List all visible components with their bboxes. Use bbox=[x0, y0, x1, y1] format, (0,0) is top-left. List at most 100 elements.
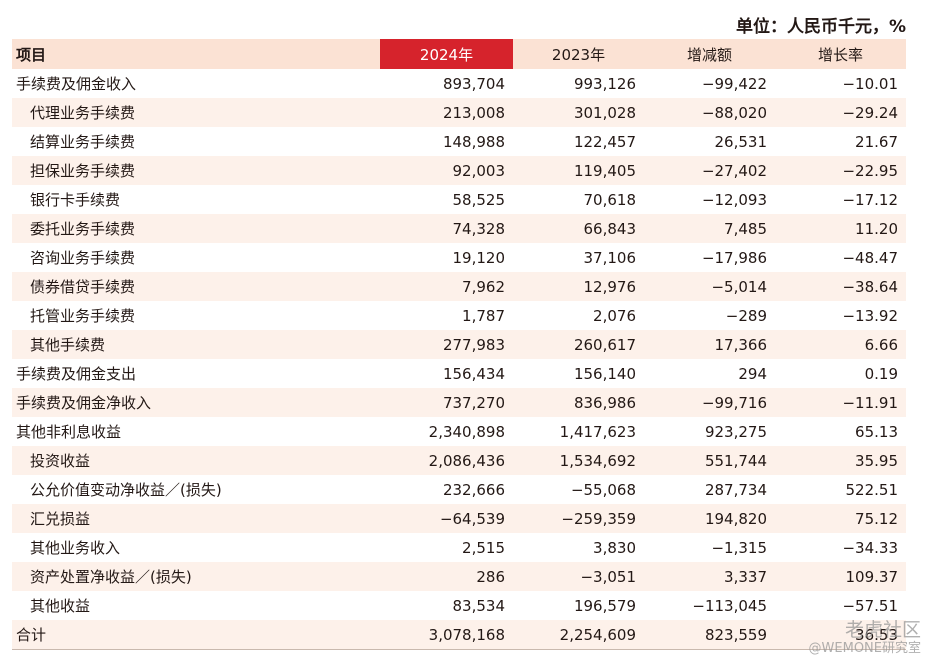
row-label: 其他收益 bbox=[30, 597, 91, 615]
value-2023: 993,126 bbox=[573, 74, 636, 93]
value-change: −99,422 bbox=[701, 74, 767, 93]
value-2024: 213,008 bbox=[380, 98, 513, 127]
table-row: 资产处置净收益／(损失) 286 −3,051 3,337 109.37 bbox=[12, 562, 906, 591]
value-2024: 58,525 bbox=[452, 190, 506, 209]
value-growth-rate: 65.13 bbox=[855, 422, 898, 441]
value-2023: 2,254,609 bbox=[513, 620, 644, 650]
value-change: 26,531 bbox=[714, 132, 768, 151]
value-2024: 277,983 bbox=[380, 330, 513, 359]
value-2023: −259,359 bbox=[513, 504, 644, 533]
table-row: 担保业务手续费 92,003 119,405 −27,402 −22.95 bbox=[12, 156, 906, 185]
watermark-logo-text: 老虎社区 bbox=[844, 618, 921, 641]
value-growth-rate: 35.95 bbox=[775, 446, 906, 475]
row-label: 其他业务收入 bbox=[30, 539, 121, 557]
row-label: 汇兑损益 bbox=[12, 504, 380, 533]
row-label: 投资收益 bbox=[12, 446, 380, 475]
value-2023: −55,068 bbox=[570, 480, 636, 499]
value-change: 17,366 bbox=[644, 330, 775, 359]
header-2024: 2024年 bbox=[380, 39, 513, 69]
value-change: 823,559 bbox=[644, 620, 775, 650]
value-growth-rate: 21.67 bbox=[855, 132, 898, 151]
table-row: 其他收益 83,534 196,579 −113,045 −57.51 bbox=[12, 591, 906, 620]
value-2023: 196,579 bbox=[573, 596, 636, 615]
value-growth-rate: −34.33 bbox=[842, 538, 898, 557]
value-2024: 156,434 bbox=[442, 364, 505, 383]
row-label: 手续费及佣金收入 bbox=[16, 75, 137, 93]
value-2024: 893,704 bbox=[442, 74, 505, 93]
value-2023: 260,617 bbox=[513, 330, 644, 359]
table-row: 汇兑损益 −64,539 −259,359 194,820 75.12 bbox=[12, 504, 906, 533]
value-2024: 74,328 bbox=[380, 214, 513, 243]
table-row: 银行卡手续费 58,525 70,618 −12,093 −17.12 bbox=[12, 185, 906, 214]
value-2023: 66,843 bbox=[513, 214, 644, 243]
table-row: 结算业务手续费 148,988 122,457 26,531 21.67 bbox=[12, 127, 906, 156]
value-2024: −64,539 bbox=[380, 504, 513, 533]
row-label: 其他非利息收益 bbox=[16, 423, 122, 441]
value-2024: 3,078,168 bbox=[380, 620, 513, 650]
value-2023: 12,976 bbox=[513, 272, 644, 301]
row-label: 手续费及佣金净收入 bbox=[12, 388, 380, 417]
value-2023: 70,618 bbox=[583, 190, 637, 209]
value-growth-rate: −22.95 bbox=[775, 156, 906, 185]
value-change: 294 bbox=[738, 364, 767, 383]
watermark: 老虎社区 @WEMONE研究室 bbox=[809, 619, 921, 657]
value-growth-rate: −48.47 bbox=[842, 248, 898, 267]
table-row: 委托业务手续费 74,328 66,843 7,485 11.20 bbox=[12, 214, 906, 243]
value-growth-rate: −17.12 bbox=[842, 190, 898, 209]
value-2023: 119,405 bbox=[513, 156, 644, 185]
table-header-row: 项目 2024年 2023年 增减额 增长率 bbox=[12, 39, 906, 69]
value-growth-rate: −38.64 bbox=[775, 272, 906, 301]
value-2024: 2,086,436 bbox=[380, 446, 513, 475]
row-label: 合计 bbox=[12, 620, 380, 650]
value-growth-rate: −11.91 bbox=[775, 388, 906, 417]
value-2023: 122,457 bbox=[573, 132, 636, 151]
value-2024: 232,666 bbox=[442, 480, 505, 499]
value-growth-rate: 0.19 bbox=[864, 364, 898, 383]
value-growth-rate: 6.66 bbox=[775, 330, 906, 359]
header-change: 增减额 bbox=[644, 39, 775, 69]
row-label: 托管业务手续费 bbox=[30, 307, 136, 325]
table-row: 手续费及佣金收入 893,704 993,126 −99,422 −10.01 bbox=[12, 69, 906, 98]
value-change: −12,093 bbox=[701, 190, 767, 209]
value-growth-rate: −29.24 bbox=[775, 98, 906, 127]
table-row: 其他手续费 277,983 260,617 17,366 6.66 bbox=[12, 330, 906, 359]
header-2023: 2023年 bbox=[513, 39, 644, 69]
value-growth-rate: −13.92 bbox=[842, 306, 898, 325]
table-row: 手续费及佣金净收入 737,270 836,986 −99,716 −11.91 bbox=[12, 388, 906, 417]
row-label: 公允价值变动净收益／(损失) bbox=[30, 481, 222, 499]
value-change: 194,820 bbox=[644, 504, 775, 533]
value-change: −5,014 bbox=[644, 272, 775, 301]
fee-income-table: 项目 2024年 2023年 增减额 增长率 手续费及佣金收入 893,704 99… bbox=[12, 39, 906, 650]
header-growth-rate: 增长率 bbox=[775, 39, 906, 69]
value-2023: 3,830 bbox=[593, 538, 636, 557]
header-item: 项目 bbox=[12, 39, 380, 69]
value-change: 287,734 bbox=[704, 480, 767, 499]
row-label: 手续费及佣金支出 bbox=[16, 365, 137, 383]
value-2024: 737,270 bbox=[380, 388, 513, 417]
watermark-author: @WEMONE研究室 bbox=[808, 641, 921, 657]
value-change: 7,485 bbox=[644, 214, 775, 243]
value-2023: 1,417,623 bbox=[559, 422, 636, 441]
row-label: 资产处置净收益／(损失) bbox=[12, 562, 380, 591]
value-2023: 836,986 bbox=[513, 388, 644, 417]
table-row: 托管业务手续费 1,787 2,076 −289 −13.92 bbox=[12, 301, 906, 330]
value-2024: 2,340,898 bbox=[428, 422, 505, 441]
row-label: 银行卡手续费 bbox=[30, 191, 121, 209]
table-row: 其他非利息收益 2,340,898 1,417,623 923,275 65.13 bbox=[12, 417, 906, 446]
value-growth-rate: 75.12 bbox=[775, 504, 906, 533]
table-row: 手续费及佣金支出 156,434 156,140 294 0.19 bbox=[12, 359, 906, 388]
table-row: 投资收益 2,086,436 1,534,692 551,744 35.95 bbox=[12, 446, 906, 475]
unit-label: 单位：人民币千元，% bbox=[735, 17, 906, 37]
table-row: 其他业务收入 2,515 3,830 −1,315 −34.33 bbox=[12, 533, 906, 562]
value-growth-rate: 522.51 bbox=[845, 480, 899, 499]
table-row: 合计 3,078,168 2,254,609 823,559 36.53 bbox=[12, 620, 906, 650]
table-row: 公允价值变动净收益／(损失) 232,666 −55,068 287,734 522.5… bbox=[12, 475, 906, 504]
value-growth-rate: −57.51 bbox=[842, 596, 898, 615]
value-2024: 92,003 bbox=[380, 156, 513, 185]
value-2024: 1,787 bbox=[462, 306, 505, 325]
value-change: −88,020 bbox=[644, 98, 775, 127]
value-2023: 156,140 bbox=[573, 364, 636, 383]
value-2023: −3,051 bbox=[513, 562, 644, 591]
value-growth-rate: −10.01 bbox=[842, 74, 898, 93]
row-label: 债券借贷手续费 bbox=[12, 272, 380, 301]
